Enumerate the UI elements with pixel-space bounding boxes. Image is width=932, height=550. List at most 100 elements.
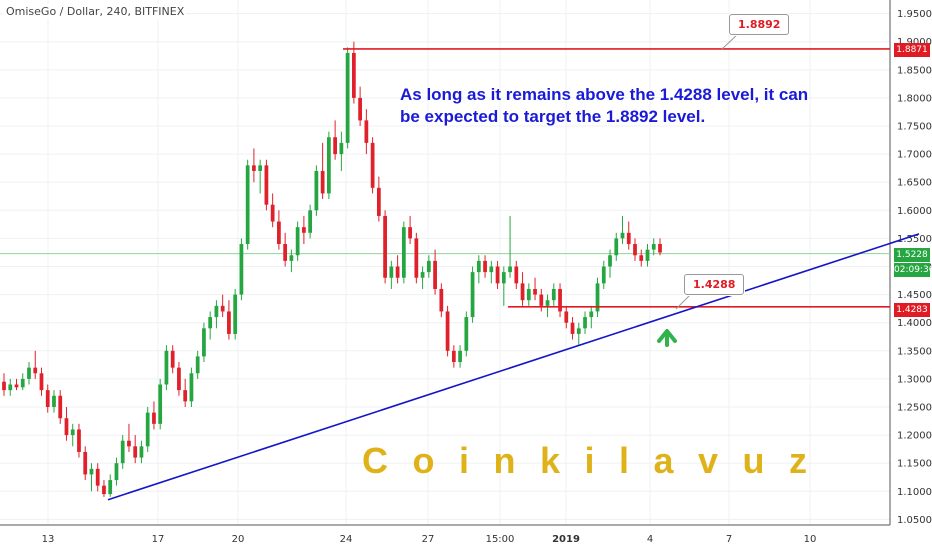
candle-body [439,288,444,312]
candle-body [345,52,350,143]
candle-body [333,137,337,155]
chart-header: OmiseGo / Dollar, 240, BITFINEX [4,4,187,19]
candle-body [227,311,231,334]
candle-body [64,418,69,436]
countdown-tag: 02:09:36 [894,263,932,277]
x-tick-label: 15:00 [486,534,515,545]
support-callout: 1.4288 [684,274,745,295]
candle-body [376,187,381,216]
candle-body [139,446,144,458]
candle-body [601,266,606,284]
candle-body [214,305,219,318]
support-callout-pointer [675,294,691,310]
candle-body [320,170,325,194]
candle-body [152,412,156,424]
candle-body [583,317,587,329]
candle-body [245,165,250,245]
y-tick-label: 1.3500 [897,346,932,357]
candle-body [302,227,306,233]
ascending-trendline [107,233,920,501]
candle-body [414,238,419,278]
x-tick-label: 27 [422,534,435,545]
y-tick-label: 1.2000 [897,431,932,442]
candle-body [633,244,637,256]
candle-body [239,244,244,295]
support-price-tag: 1.4283 [894,303,930,317]
y-tick-label: 1.6500 [897,178,932,189]
candle-body [283,244,288,261]
y-tick-label: 1.4500 [897,290,932,301]
candle-body [170,350,175,368]
candle-body [27,367,31,379]
candle-body [639,255,644,261]
candle-body [395,266,400,278]
candle-body [420,272,425,278]
candle-body [127,440,131,447]
candle-body [120,440,125,464]
candle-body [145,412,150,447]
current-price-tag: 1.5228 [894,248,930,262]
candle-body [70,429,75,436]
candle-body [595,283,600,312]
candle-body [526,288,531,301]
candle-body [314,170,319,211]
candle-body [339,142,344,155]
candle-body [108,480,113,495]
y-tick-label: 1.1000 [897,487,932,498]
candle-body [202,328,206,357]
candle-body [501,272,506,284]
candle-body [545,300,550,306]
candle-body [558,288,562,312]
candle-body [364,120,369,143]
x-tick-label: 24 [340,534,353,545]
candle-body [620,232,625,239]
y-tick-label: 1.6000 [897,206,932,217]
candle-body [614,238,619,256]
candle-body [383,215,387,278]
candle-body [576,328,581,334]
y-tick-label: 1.9000 [897,37,932,48]
candle-body [539,294,544,306]
x-tick-label: 17 [152,534,165,545]
candle-body [277,221,281,245]
y-tick-label: 1.4000 [897,318,932,329]
candle-body [508,266,512,273]
x-tick-label: 13 [42,534,55,545]
candle-body [464,317,469,351]
x-tick-label: 7 [726,534,732,545]
candle-body [164,350,169,385]
x-tick-label: 2019 [552,534,580,545]
candle-body [433,260,437,289]
x-tick-label: 4 [647,534,653,545]
candle-body [651,244,656,250]
candle-body [514,266,519,284]
x-tick-label: 20 [232,534,245,545]
y-tick-label: 1.3000 [897,374,932,385]
candle-body [327,137,331,194]
candle-body [295,227,300,256]
watermark: Coinkilavuz [362,440,832,481]
candle-body [426,260,431,273]
candle-body [289,255,294,261]
y-tick-label: 1.0500 [897,515,932,526]
candle-body [264,165,269,205]
candle-body [489,266,494,273]
target-callout-pointer [721,33,739,50]
candle-body [183,390,188,402]
candle-body [470,272,475,318]
candle-body [445,311,450,351]
y-tick-label: 1.8500 [897,65,932,76]
y-tick-label: 1.7500 [897,122,932,133]
candle-body [389,266,394,278]
candle-body [520,283,525,301]
candle-body [370,142,375,188]
candle-body [58,395,63,419]
target-callout: 1.8892 [729,14,790,35]
candle-body [8,384,13,391]
candle-body [551,288,556,301]
x-tick-label: 10 [804,534,817,545]
candle-body [89,468,94,475]
y-tick-label: 1.9500 [897,9,932,20]
